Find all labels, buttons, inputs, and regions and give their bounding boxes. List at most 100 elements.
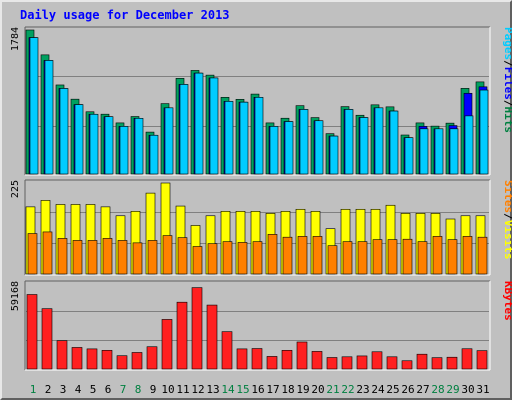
bar-sites [27, 233, 38, 275]
legend-item-sites: Sites [502, 180, 512, 213]
x-tick-label: 3 [60, 383, 67, 396]
bar-sites [192, 246, 203, 275]
x-tick-label: 15 [236, 383, 249, 396]
bar-sites [387, 239, 398, 275]
bar-kbytes [26, 294, 38, 370]
bar-sites [267, 234, 278, 275]
bar-pages [134, 118, 144, 175]
x-tick-label: 10 [161, 383, 174, 396]
bar-kbytes [311, 351, 323, 370]
bar-sites [87, 240, 98, 275]
legend-item-kbytes: KBytes [502, 281, 512, 321]
bar-kbytes [446, 356, 458, 370]
legend-item-pages: Pages [502, 27, 512, 60]
bar-sites [297, 236, 308, 275]
bar-pages [419, 128, 429, 175]
bar-pages [74, 104, 84, 175]
bar-pages [434, 128, 444, 175]
bar-kbytes [431, 357, 443, 370]
x-tick-label: 31 [476, 383, 489, 396]
bar-kbytes [461, 348, 473, 370]
bar-kbytes [236, 348, 248, 370]
bar-sites [177, 237, 188, 275]
bar-pages [404, 137, 414, 175]
bar-pages [284, 121, 294, 175]
bar-sites [402, 238, 413, 275]
bar-sites [372, 239, 383, 275]
bar-sites [447, 239, 458, 275]
x-tick-label: 13 [206, 383, 219, 396]
bar-pages [149, 134, 159, 175]
bar-sites [327, 245, 338, 275]
bar-sites [462, 236, 473, 275]
x-tick-label: 30 [461, 383, 474, 396]
bar-sites [42, 231, 53, 275]
bar-pages [359, 117, 369, 175]
x-tick-label: 28 [431, 383, 444, 396]
bar-kbytes [386, 356, 398, 370]
x-tick-label: 25 [386, 383, 399, 396]
bar-kbytes [176, 301, 188, 370]
bar-kbytes [191, 287, 203, 370]
x-tick-label: 2 [45, 383, 52, 396]
bar-pages [254, 97, 264, 175]
bar-pages [329, 135, 339, 175]
bar-pages [344, 109, 354, 175]
x-tick-label: 24 [371, 383, 385, 396]
bar-kbytes [281, 350, 293, 370]
bar-pages [179, 84, 189, 175]
bar-sites [57, 238, 68, 275]
bar-pages [29, 37, 39, 175]
bar-sites [417, 241, 428, 275]
bar-kbytes [401, 360, 413, 370]
x-tick-label: 19 [296, 383, 309, 396]
bar-kbytes [416, 353, 428, 370]
bar-pages [89, 113, 99, 175]
x-tick-label: 20 [311, 383, 324, 396]
bar-pages [119, 126, 129, 175]
x-tick-label: 14 [221, 383, 235, 396]
x-tick-label: 17 [266, 383, 279, 396]
x-tick-label: 18 [281, 383, 294, 396]
bar-pages [389, 110, 399, 175]
bar-kbytes [251, 348, 263, 370]
x-tick-label: 12 [191, 383, 204, 396]
bar-sites [432, 236, 443, 275]
bar-sites [342, 241, 353, 275]
legend: Sites/Visits [502, 180, 512, 260]
bar-pages [464, 115, 474, 175]
bar-pages [104, 116, 114, 175]
bar-sites [312, 236, 323, 275]
bar-sites [147, 240, 158, 275]
x-tick-label: 21 [326, 383, 339, 396]
y-axis-max-label: 59168 [10, 281, 21, 311]
legend-item-visits: Visits [502, 220, 512, 260]
bar-pages [269, 126, 279, 175]
x-tick-label: 22 [341, 383, 354, 396]
bar-kbytes [326, 357, 338, 370]
x-tick-label: 1 [30, 383, 37, 396]
bar-kbytes [476, 350, 488, 370]
x-tick-label: 11 [176, 383, 189, 396]
bar-kbytes [296, 341, 308, 370]
bar-pages [449, 128, 459, 175]
bar-sites [357, 241, 368, 275]
x-tick-label: 6 [105, 383, 112, 396]
chart-title: Daily usage for December 2013 [20, 8, 230, 22]
y-axis-max-label: 1784 [10, 27, 21, 51]
legend-separator: / [502, 100, 512, 107]
bar-kbytes [371, 351, 383, 370]
legend-separator: / [502, 60, 512, 67]
legend-separator: / [502, 213, 512, 220]
bar-sites [162, 235, 173, 275]
bar-pages [164, 107, 174, 175]
x-tick-label: 26 [401, 383, 414, 396]
bar-sites [72, 240, 83, 275]
bar-kbytes [101, 350, 113, 370]
x-tick-label: 16 [251, 383, 264, 396]
bar-kbytes [56, 340, 68, 370]
bar-sites [117, 240, 128, 275]
x-tick-label: 9 [150, 383, 157, 396]
bar-pages [44, 60, 54, 175]
